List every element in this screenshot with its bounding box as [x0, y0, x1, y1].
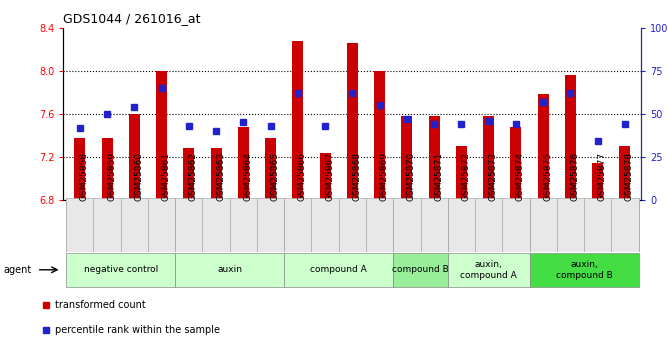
Text: GSM25874: GSM25874: [516, 152, 525, 201]
Bar: [421, 198, 448, 252]
Text: GSM25876: GSM25876: [570, 152, 579, 201]
Bar: [102, 138, 112, 200]
Text: negative control: negative control: [84, 265, 158, 275]
Text: auxin,
compound A: auxin, compound A: [460, 260, 517, 280]
Bar: [265, 138, 276, 200]
Bar: [202, 198, 230, 252]
Text: GSM25873: GSM25873: [489, 152, 498, 201]
Text: GSM25866: GSM25866: [298, 152, 307, 201]
Bar: [584, 198, 611, 252]
FancyBboxPatch shape: [530, 253, 639, 287]
Bar: [339, 198, 366, 252]
Bar: [374, 71, 385, 200]
Text: GSM25872: GSM25872: [462, 152, 470, 201]
Bar: [74, 138, 86, 200]
Bar: [530, 198, 557, 252]
Text: GSM25861: GSM25861: [162, 152, 170, 201]
Bar: [156, 71, 167, 200]
Text: transformed count: transformed count: [55, 300, 146, 310]
Bar: [129, 114, 140, 200]
Text: auxin: auxin: [217, 265, 242, 275]
FancyBboxPatch shape: [284, 253, 393, 287]
Bar: [293, 41, 303, 200]
Text: GDS1044 / 261016_at: GDS1044 / 261016_at: [63, 12, 201, 25]
Bar: [557, 198, 584, 252]
Bar: [429, 116, 440, 200]
Text: GSM25860: GSM25860: [134, 152, 144, 201]
Text: compound A: compound A: [311, 265, 367, 275]
Text: GSM25862: GSM25862: [189, 152, 198, 201]
Text: GSM25878: GSM25878: [625, 152, 634, 201]
Text: GSM25865: GSM25865: [271, 152, 280, 201]
Bar: [619, 146, 631, 200]
Bar: [593, 164, 603, 200]
Text: GSM25871: GSM25871: [434, 152, 443, 201]
Bar: [366, 198, 393, 252]
Bar: [538, 95, 548, 200]
Bar: [184, 148, 194, 200]
Text: GSM25859: GSM25859: [107, 152, 116, 201]
Bar: [121, 198, 148, 252]
Text: GSM25864: GSM25864: [243, 152, 253, 201]
Text: compound B: compound B: [392, 265, 449, 275]
Bar: [175, 198, 202, 252]
Bar: [238, 127, 248, 200]
Text: GSM25875: GSM25875: [543, 152, 552, 201]
Bar: [483, 116, 494, 200]
Bar: [311, 198, 339, 252]
Bar: [94, 198, 121, 252]
Bar: [257, 198, 284, 252]
Bar: [284, 198, 311, 252]
Bar: [448, 198, 475, 252]
Text: GSM25870: GSM25870: [407, 152, 416, 201]
FancyBboxPatch shape: [175, 253, 284, 287]
FancyBboxPatch shape: [393, 253, 448, 287]
Text: agent: agent: [3, 265, 31, 275]
FancyBboxPatch shape: [66, 253, 175, 287]
Text: auxin,
compound B: auxin, compound B: [556, 260, 613, 280]
Bar: [401, 116, 412, 200]
Text: GSM25867: GSM25867: [325, 152, 334, 201]
Text: GSM25877: GSM25877: [598, 152, 607, 201]
Bar: [456, 146, 467, 200]
FancyBboxPatch shape: [448, 253, 530, 287]
Text: GSM25869: GSM25869: [379, 152, 389, 201]
Bar: [475, 198, 502, 252]
Bar: [502, 198, 530, 252]
Bar: [230, 198, 257, 252]
Text: percentile rank within the sample: percentile rank within the sample: [55, 325, 220, 335]
Bar: [510, 127, 521, 200]
Text: GSM25868: GSM25868: [353, 152, 361, 201]
Bar: [148, 198, 175, 252]
Text: GSM25863: GSM25863: [216, 152, 225, 201]
Bar: [565, 75, 576, 200]
Text: GSM25858: GSM25858: [79, 152, 89, 201]
Bar: [347, 43, 358, 200]
Bar: [210, 148, 222, 200]
Bar: [66, 198, 94, 252]
Bar: [611, 198, 639, 252]
Bar: [393, 198, 421, 252]
Bar: [320, 152, 331, 200]
